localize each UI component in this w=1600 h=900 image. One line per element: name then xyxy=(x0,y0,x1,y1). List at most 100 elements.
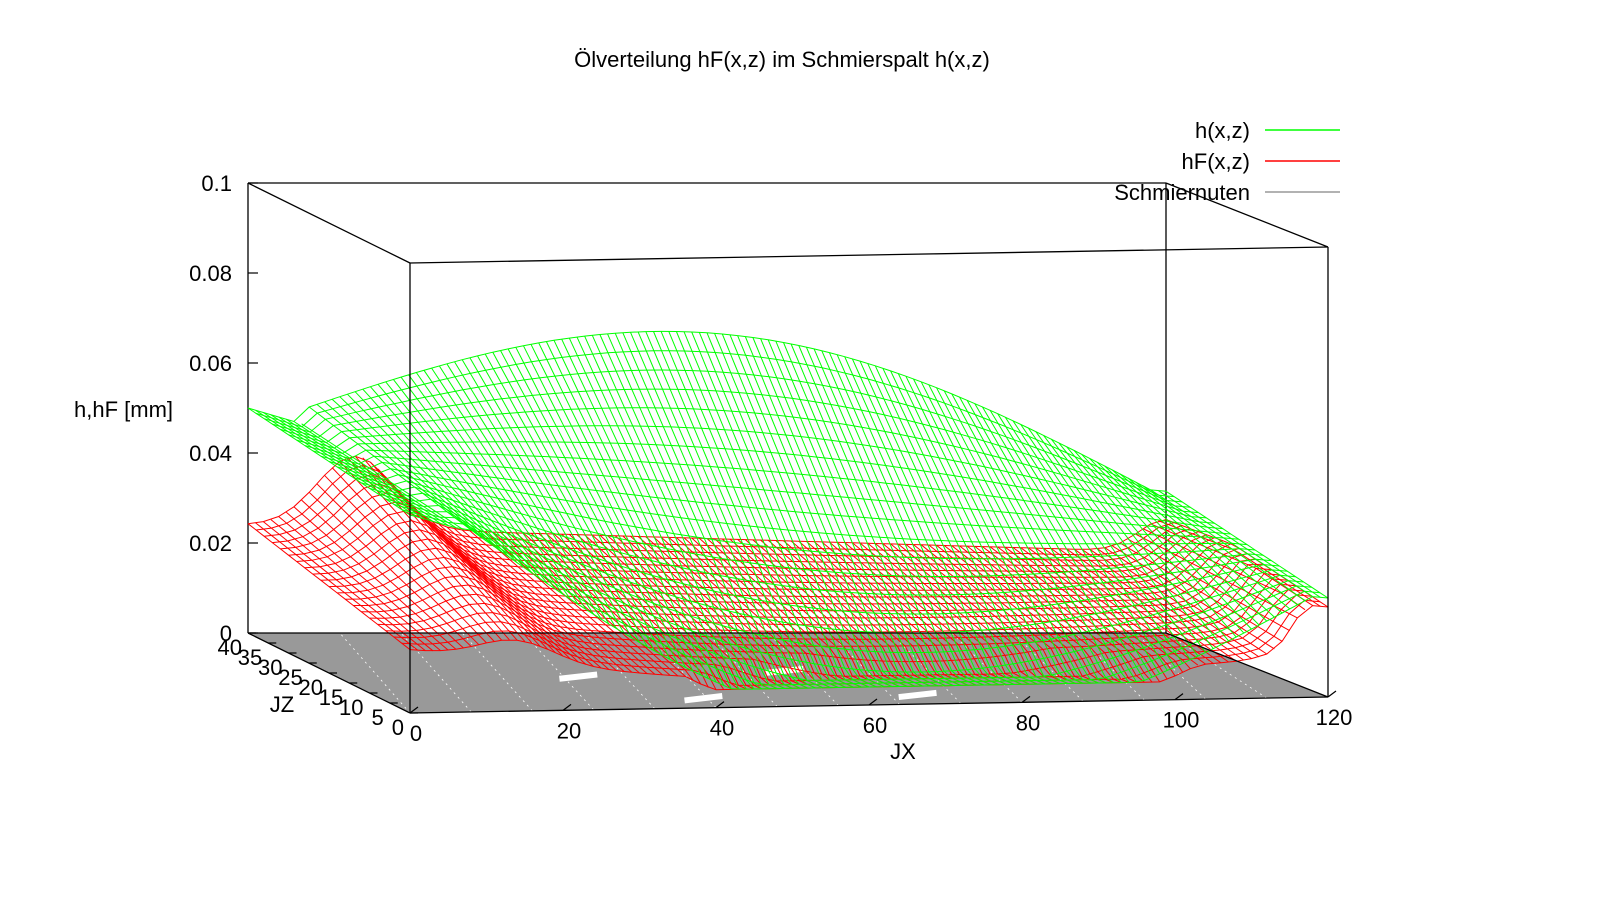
h-mesh-line xyxy=(645,331,809,689)
y-tick-label: 30 xyxy=(258,655,282,680)
hf-mesh-line xyxy=(576,534,740,690)
groove-line xyxy=(1135,632,1206,700)
y-tick-label: 25 xyxy=(278,665,302,690)
x-axis-label: JX xyxy=(890,739,916,764)
h-mesh-line xyxy=(522,345,686,668)
hf-mesh-line xyxy=(454,528,617,671)
hf-mesh-line xyxy=(645,536,809,689)
h-mesh-line xyxy=(270,414,434,522)
hf-mesh-line xyxy=(308,491,472,647)
h-mesh-line xyxy=(882,368,1046,685)
hf-mesh-line xyxy=(691,537,854,688)
hf-mesh-line xyxy=(959,545,1122,684)
h-mesh-line xyxy=(775,340,938,687)
h-mesh-line xyxy=(538,342,702,676)
hf-mesh-line xyxy=(553,533,717,690)
groove-line xyxy=(767,632,839,706)
h-mesh-line xyxy=(607,333,770,690)
x-tick xyxy=(715,701,725,709)
h-mesh-line xyxy=(767,339,931,687)
hf-mesh-line xyxy=(331,467,495,642)
z-tick-label: 0.1 xyxy=(201,171,232,196)
h-mesh-line xyxy=(1104,465,1268,622)
hf-mesh-line xyxy=(285,511,449,651)
h-mesh-line xyxy=(377,383,541,580)
h-mesh-line xyxy=(1112,469,1275,618)
y-tick-label: 40 xyxy=(218,635,242,660)
hf-mesh-line xyxy=(264,474,1183,561)
h-mesh-line xyxy=(286,418,449,527)
hf-mesh-line xyxy=(890,543,1053,685)
hf-mesh-line xyxy=(1081,548,1245,661)
h-mesh-line xyxy=(316,404,480,536)
h-mesh-line xyxy=(630,332,793,689)
h-mesh-line xyxy=(385,381,549,585)
hf-mesh-line xyxy=(492,531,656,675)
hf-mesh-line xyxy=(423,516,587,665)
x-tick-label: 60 xyxy=(863,713,887,738)
h-mesh-line xyxy=(500,350,663,656)
hf-mesh-line xyxy=(653,536,816,689)
hf-mesh-line xyxy=(913,544,1076,684)
hf-mesh-line xyxy=(775,540,938,687)
box-edge xyxy=(409,246,1329,264)
h-mesh-line xyxy=(714,333,877,688)
h-mesh-line xyxy=(1012,420,1176,668)
h-mesh-line xyxy=(408,374,572,600)
h-mesh-line xyxy=(308,406,472,531)
h-mesh-line xyxy=(1020,424,1184,664)
h-mesh-line xyxy=(507,348,671,660)
h-mesh-line xyxy=(553,340,717,683)
z-tick-label: 0 xyxy=(220,621,232,646)
x-tick-label: 0 xyxy=(410,721,422,746)
h-mesh-line xyxy=(951,393,1115,684)
h-mesh-line xyxy=(936,387,1099,684)
h-mesh-line xyxy=(400,376,564,595)
hf-mesh-line xyxy=(293,506,457,650)
axis-ticks: 00.020.040.060.080.10 20 40 60 80 100 12005101… xyxy=(189,171,1352,746)
hf-mesh-line xyxy=(974,546,1138,683)
y-tick-label: 15 xyxy=(319,685,343,710)
h-mesh-line xyxy=(1119,473,1283,614)
h-mesh-line xyxy=(1158,490,1321,598)
h-mesh-line xyxy=(966,400,1130,683)
h-mesh-line xyxy=(890,370,1053,685)
groove-line xyxy=(890,632,962,704)
box-edge xyxy=(247,182,411,264)
h-mesh-line xyxy=(760,338,923,687)
h-mesh-line xyxy=(981,406,1145,681)
h-mesh-line xyxy=(974,403,1138,683)
h-mesh-line xyxy=(836,354,1000,686)
hf-mesh-line xyxy=(706,538,870,688)
h-mesh-line xyxy=(454,361,617,629)
z-tick-label: 0.08 xyxy=(189,261,232,286)
h-mesh-line xyxy=(1081,454,1245,634)
h-mesh-line xyxy=(859,360,1023,685)
h-mesh-line xyxy=(997,413,1161,675)
h-mesh-line xyxy=(1050,438,1214,649)
hf-mesh-line xyxy=(790,540,954,686)
y-tick-label: 20 xyxy=(299,675,323,700)
h-mesh-line xyxy=(1027,427,1191,660)
y-tick-label: 5 xyxy=(372,705,384,730)
groove-mark xyxy=(898,689,937,701)
legend-label: h(x,z) xyxy=(1195,118,1250,143)
h-mesh-line xyxy=(599,334,763,690)
h-mesh-line xyxy=(637,331,801,689)
box-edge xyxy=(1165,632,1329,698)
hf-mesh-line xyxy=(1119,542,1283,642)
h-mesh-line xyxy=(469,357,633,639)
hf-mesh-line xyxy=(431,520,594,667)
hf-mesh-line xyxy=(484,531,648,675)
hf-mesh-line xyxy=(1005,546,1168,680)
hf-mesh-line xyxy=(783,540,946,687)
z-tick-label: 0.02 xyxy=(189,531,232,556)
h-mesh-line xyxy=(1150,489,1313,598)
h-mesh-line xyxy=(324,401,487,542)
h-mesh-line xyxy=(1043,435,1207,653)
hf-mesh-line xyxy=(1020,547,1184,673)
h-mesh-line xyxy=(729,334,893,688)
hf-mesh-line xyxy=(347,457,510,641)
h-mesh-line xyxy=(362,388,526,569)
hf-mesh-line xyxy=(530,532,694,681)
